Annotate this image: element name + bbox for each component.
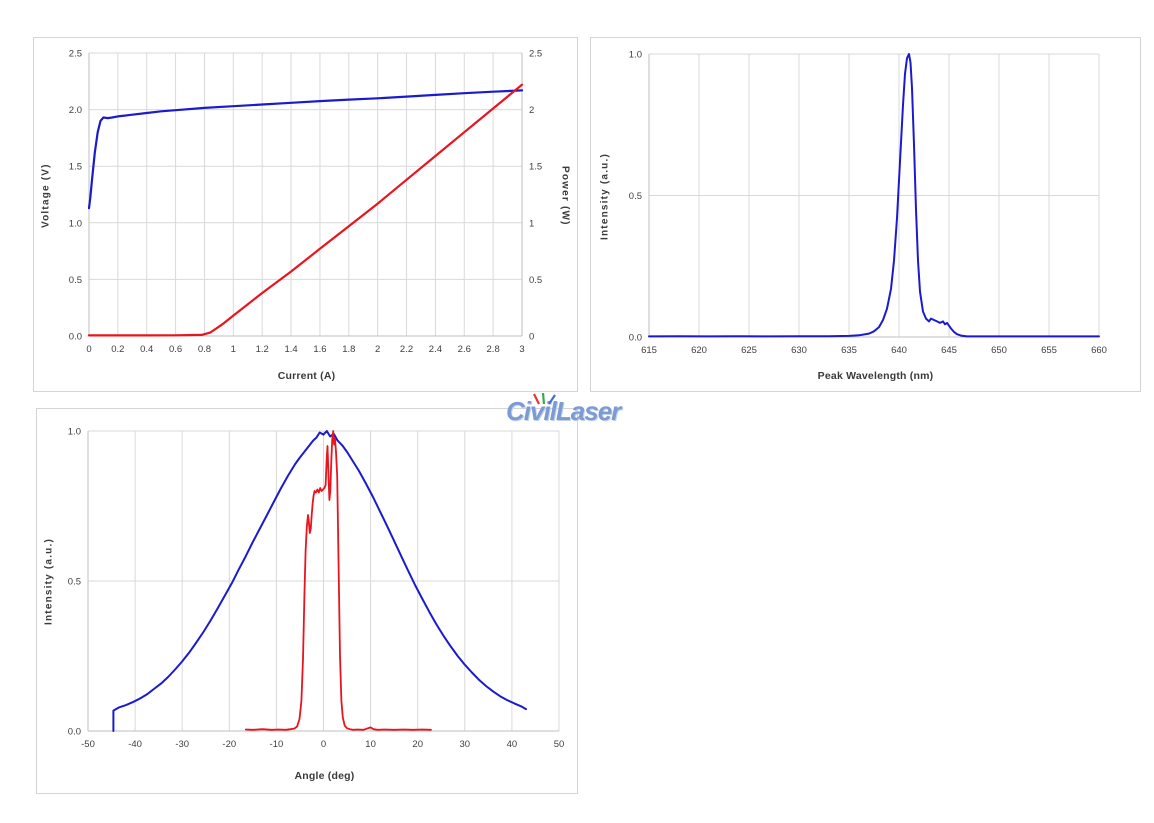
liv-plot-area: 0 0.2 0.4 0.6 0.8 1 1.2 1.4 1.6 1.8 2 2.2 2.4 2.6 2.8 3… <box>69 49 542 356</box>
x-tick-label: 20 <box>412 739 423 750</box>
x-tick-label: 625 <box>741 345 757 356</box>
y-tick-label: 1.0 <box>69 218 82 229</box>
x-tick-label: 1 <box>231 344 236 355</box>
y-tick-label: 0.5 <box>69 275 82 286</box>
y-tick-label: 2.5 <box>69 49 82 60</box>
y-tick-label: 0.5 <box>629 191 642 202</box>
series-line-voltage <box>87 89 524 210</box>
x-tick-label: 1.6 <box>313 344 326 355</box>
x-tick-label: 2.8 <box>487 344 500 355</box>
right-y-tick-label: 1.5 <box>529 162 542 173</box>
chart-panel-farfield: Intensity (a.u.) -50 -40 -30 -20 -10 0 10 20 30 4… <box>36 408 578 794</box>
chart-panel-liv: Voltage (V) Power (W) 0 0.2 0.4 0.6 0.8 1 1.2 1… <box>33 37 578 392</box>
x-tick-label: 635 <box>841 345 857 356</box>
x-tick-label: -40 <box>128 739 142 750</box>
spectrum-plot-area: 615 620 625 630 635 640 645 650 655 660 0.0 0.5 1.0 <box>629 50 1107 357</box>
x-tick-label: 1.4 <box>284 344 297 355</box>
x-tick-label: 660 <box>1091 345 1107 356</box>
y-tick-label: 1.0 <box>68 427 81 438</box>
y-axis-title-power: Power (W) <box>559 165 571 226</box>
x-tick-label: 10 <box>365 739 376 750</box>
y-tick-label: 0.5 <box>68 577 81 588</box>
right-y-tick-label: 1 <box>529 218 534 229</box>
y-tick-label: 0.0 <box>629 333 642 344</box>
x-tick-label: -30 <box>175 739 189 750</box>
y-tick-label: 2.0 <box>69 105 82 116</box>
y-tick-label: 1.5 <box>69 162 82 173</box>
x-tick-label: 1.8 <box>342 344 355 355</box>
x-tick-label: 40 <box>507 739 518 750</box>
x-tick-label: 3 <box>519 344 524 355</box>
x-tick-label: -20 <box>222 739 236 750</box>
right-y-tick-label: 2 <box>529 105 534 116</box>
y-tick-label: 1.0 <box>629 50 642 61</box>
x-tick-label: 2 <box>375 344 380 355</box>
y-tick-label: 0.0 <box>69 332 82 343</box>
x-tick-label: 30 <box>460 739 471 750</box>
chart-panel-spectrum: Intensity (a.u.) 615 620 625 630 635 640 645 65… <box>590 37 1141 392</box>
laser-rays-icon <box>533 393 556 405</box>
x-tick-label: 2.6 <box>458 344 471 355</box>
right-y-tick-label: 2.5 <box>529 49 542 60</box>
series-line-power <box>87 83 524 337</box>
x-axis-title-wavelength: Peak Wavelength (nm) <box>817 370 934 382</box>
series-line-spectrum <box>648 53 1100 338</box>
right-y-tick-label: 0 <box>529 332 534 343</box>
x-tick-label: 0.2 <box>111 344 124 355</box>
x-tick-label: -50 <box>81 739 95 750</box>
x-tick-label: 0.4 <box>140 344 153 355</box>
farfield-plot-area: -50 -40 -30 -20 -10 0 10 20 30 40 50 0.0 0.5 1.0 <box>68 427 565 751</box>
x-tick-label: -10 <box>270 739 284 750</box>
x-tick-label: 615 <box>641 345 657 356</box>
x-tick-label: 0.8 <box>198 344 211 355</box>
x-tick-label: 645 <box>941 345 957 356</box>
y-tick-label: 0.0 <box>68 727 81 738</box>
right-y-tick-label: 0.5 <box>529 275 542 286</box>
x-tick-label: 620 <box>691 345 707 356</box>
x-tick-label: 640 <box>891 345 907 356</box>
logo-text: CivilLaser <box>506 396 621 426</box>
x-tick-label: 50 <box>554 739 565 750</box>
x-tick-label: 655 <box>1041 345 1057 356</box>
series-line-slow-axis-far-field <box>112 430 527 732</box>
x-tick-label: 0 <box>321 739 326 750</box>
x-tick-label: 650 <box>991 345 1007 356</box>
x-axis-title-current: Current (A) <box>277 370 336 382</box>
civillaser-logo: CivilLaser <box>506 393 621 426</box>
x-tick-label: 2.4 <box>429 344 442 355</box>
series-line-fast-axis-near-field <box>244 430 432 731</box>
x-tick-label: 2.2 <box>400 344 413 355</box>
x-axis-title-angle: Angle (deg) <box>294 770 355 782</box>
x-tick-label: 0 <box>86 344 91 355</box>
x-tick-label: 1.2 <box>256 344 269 355</box>
x-tick-label: 0.6 <box>169 344 182 355</box>
x-tick-label: 630 <box>791 345 807 356</box>
